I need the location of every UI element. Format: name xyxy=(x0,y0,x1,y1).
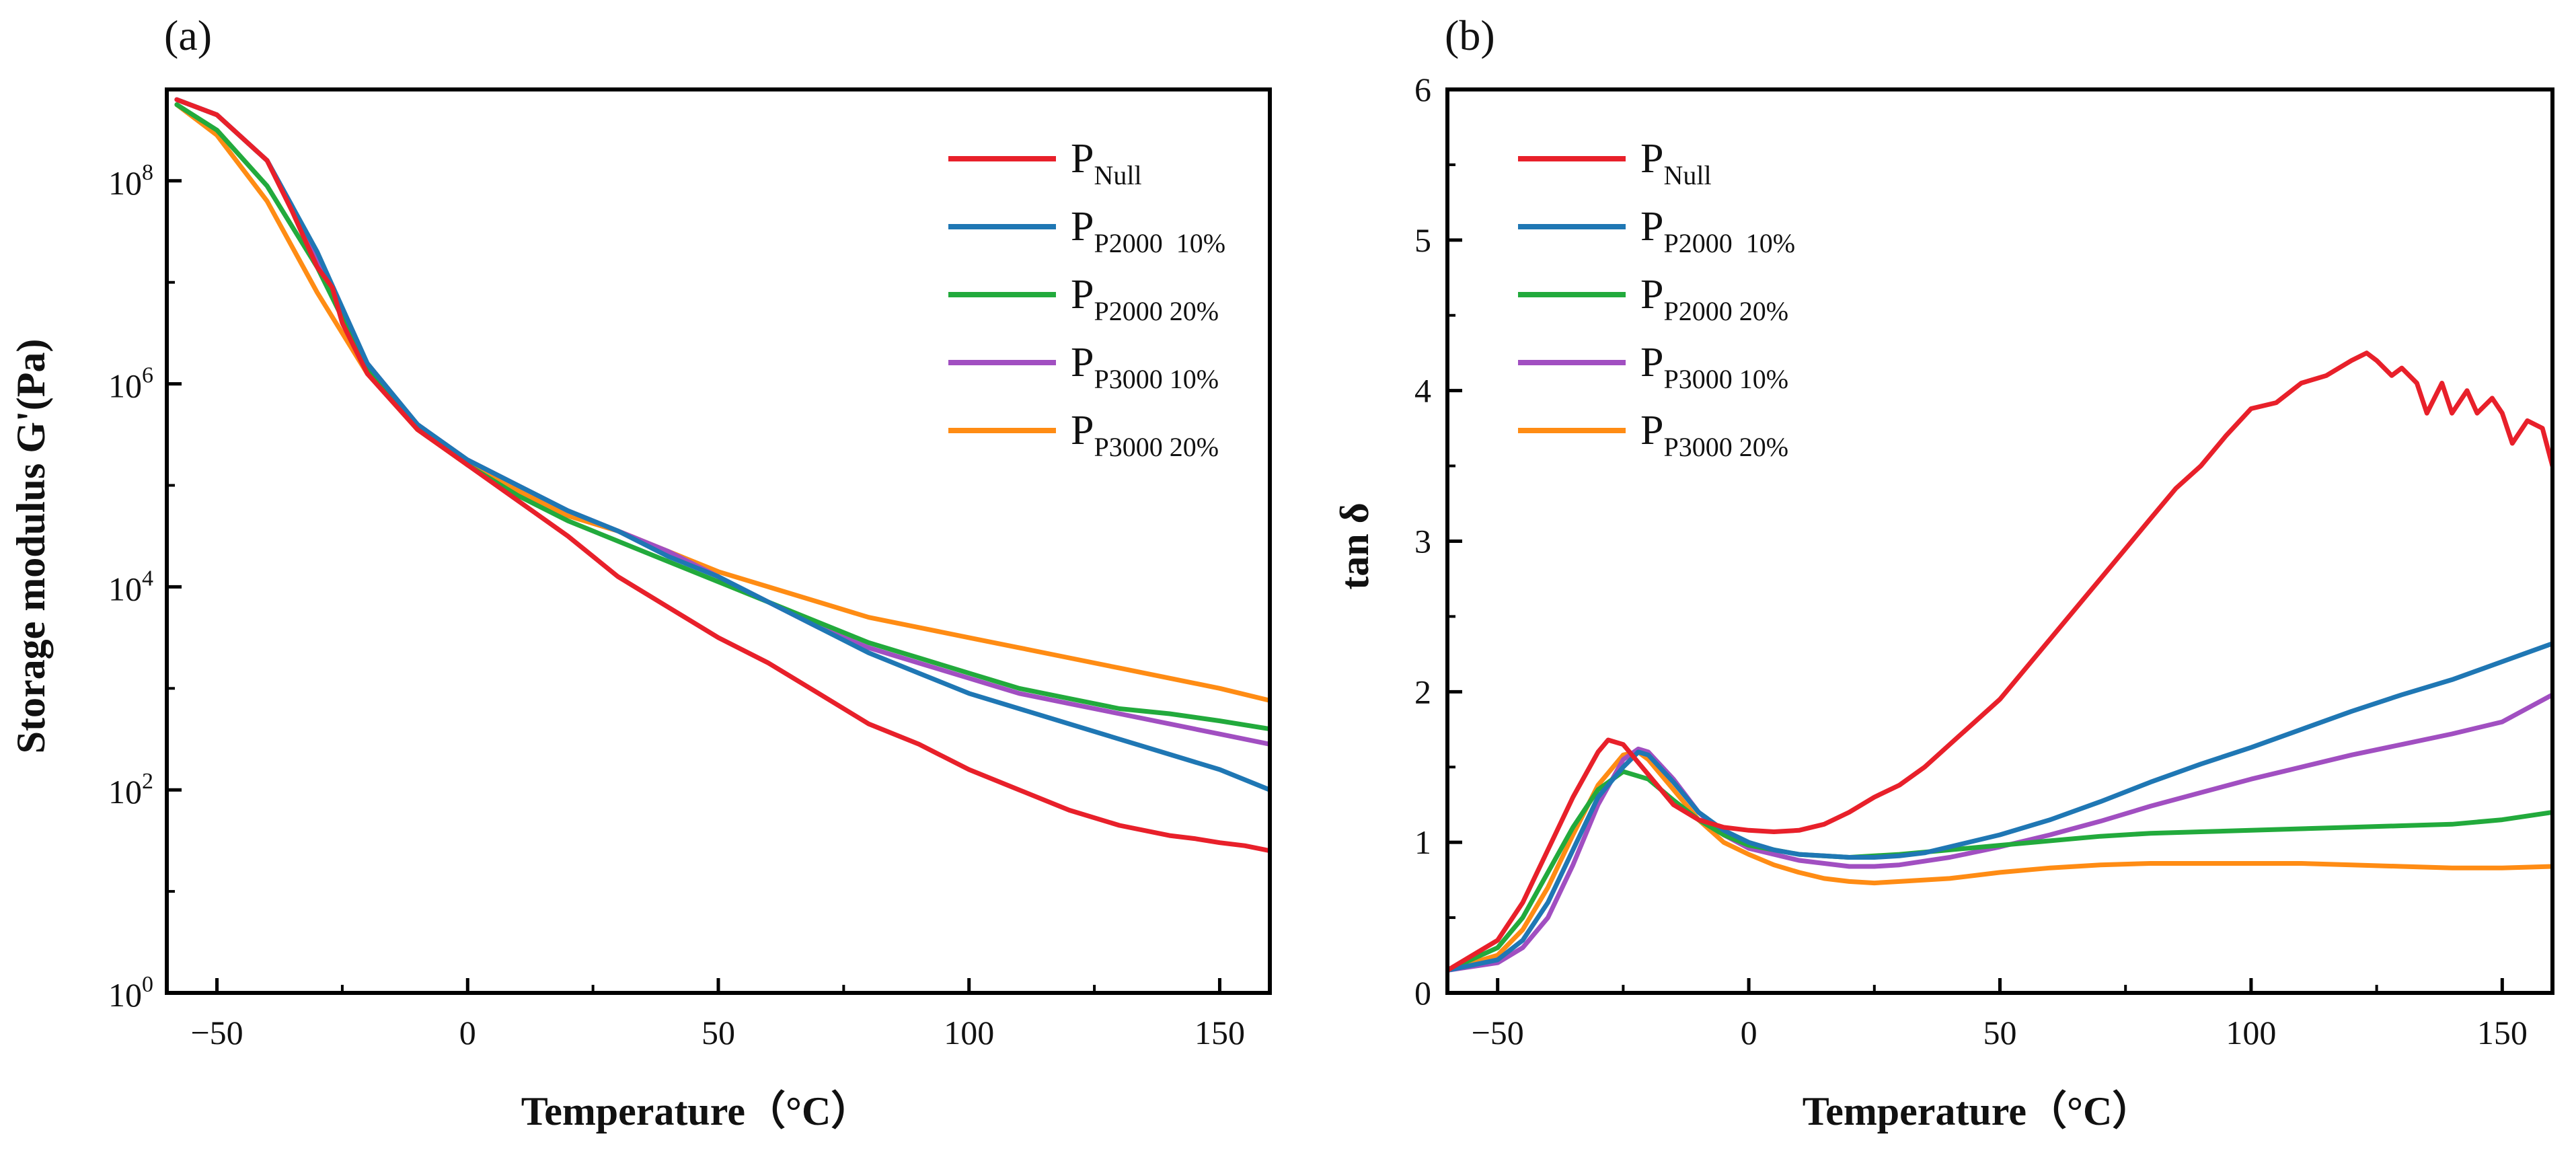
legend-label-main: P xyxy=(1071,408,1094,453)
panel-a-series-line-p-p2000-10 xyxy=(174,97,1270,792)
legend-label-subscript: P2000 20% xyxy=(1663,296,1788,326)
panel-a-y-tick-label-base: 10 xyxy=(108,976,142,1014)
panel-a-y-tick-label-base: 10 xyxy=(108,164,142,202)
panel-a-y-tick-label: 108 xyxy=(108,160,153,202)
panel-b-axis-ticks: −50 0 50 100 150 0 1 2 3 4 5 6 xyxy=(1414,71,2528,1051)
panel-a-series-line-p-p3000-10 xyxy=(174,97,1270,747)
panel-b-y-tick-label: 2 xyxy=(1414,673,1431,710)
panel-b-y-tick-label: 0 xyxy=(1414,974,1431,1012)
legend-label-main: P xyxy=(1071,272,1094,318)
panel-b-x-tick-label: 100 xyxy=(2226,1014,2276,1051)
legend-label-subscript: Null xyxy=(1094,160,1141,190)
panel-b-label: (b) xyxy=(1445,11,1495,59)
panel-b-x-tick-label: 50 xyxy=(1983,1014,2017,1051)
legend-label-subscript: P3000 20% xyxy=(1094,432,1219,462)
panel-b-y-tick-label: 3 xyxy=(1414,523,1431,560)
panel-a-series-line-p-null xyxy=(174,97,1270,854)
panel-b-x-tick-label: 0 xyxy=(1741,1014,1757,1051)
panel-a-legend-label-p-null: PNull xyxy=(1071,136,1142,190)
panel-a-series-line-p-p3000-20 xyxy=(174,102,1270,703)
panel-b-legend-label-p-p2000-20: PP2000 20% xyxy=(1640,272,1788,326)
panel-b-series-line-p-p3000-20 xyxy=(1447,749,2552,973)
legend-label-subscript: P2000 10% xyxy=(1094,228,1225,258)
panel-a-x-tick-label: 100 xyxy=(944,1014,994,1051)
panel-b-y-tick-label: 5 xyxy=(1414,221,1431,259)
panel-b-legend-label-p-p2000-10: PP2000 10% xyxy=(1640,204,1795,258)
legend-label-main: P xyxy=(1071,340,1094,385)
legend-label-subscript: P3000 10% xyxy=(1094,364,1219,394)
panel-a-y-tick-label-exponent: 6 xyxy=(142,363,153,388)
legend-label-subscript: P3000 20% xyxy=(1663,432,1788,462)
legend-label-subscript: Null xyxy=(1663,160,1711,190)
panel-a-y-tick-label-exponent: 4 xyxy=(142,566,153,591)
panel-a-y-tick-label: 106 xyxy=(108,363,153,405)
legend-label-main: P xyxy=(1640,204,1663,250)
panel-b-plot-frame xyxy=(1445,87,2554,995)
panel-a-y-tick-label-exponent: 0 xyxy=(142,972,153,997)
legend-label-subscript: P3000 10% xyxy=(1663,364,1788,394)
panel-b-y-tick-label: 4 xyxy=(1414,372,1431,410)
panel-a-x-tick-label: 150 xyxy=(1195,1014,1245,1051)
panel-a-y-tick-label: 104 xyxy=(108,566,153,607)
legend-label-main: P xyxy=(1640,408,1663,453)
panel-a-series-lines xyxy=(174,97,1270,854)
panel-b-y-tick-label: 6 xyxy=(1414,71,1431,108)
panel-a-y-tick-label-exponent: 2 xyxy=(142,769,153,794)
panel-a-y-tick-label-exponent: 8 xyxy=(142,160,153,185)
panel-b-legend-label-p-p3000-20: PP3000 20% xyxy=(1640,408,1788,462)
panel-a-y-tick-label-base: 10 xyxy=(108,367,142,405)
panel-a-x-tick-label: 0 xyxy=(459,1014,476,1051)
panel-a-legend-label-p-p3000-10: PP3000 10% xyxy=(1071,340,1219,394)
panel-b-tan-delta-chart: (b) Temperature（°C） tan δ −50 0 50 100 150 0 1… xyxy=(1332,11,2554,1133)
legend-label-main: P xyxy=(1071,136,1094,182)
panel-a-label: (a) xyxy=(164,11,212,59)
panel-b-x-tick-label: −50 xyxy=(1472,1014,1524,1051)
panel-a-y-tick-label-base: 10 xyxy=(108,570,142,607)
panel-b-y-axis-title: tan δ xyxy=(1332,503,1377,590)
panel-b-x-axis-title: Temperature（°C） xyxy=(1803,1088,2153,1133)
panel-a-storage-modulus-chart: (a) Temperature（°C） Storage modulus G'(P… xyxy=(9,11,1272,1133)
panel-b-series-line-p-p3000-10 xyxy=(1447,692,2552,973)
panel-a-legend-label-p-p2000-20: PP2000 20% xyxy=(1071,272,1219,326)
legend-label-subscript: P2000 20% xyxy=(1094,296,1219,326)
panel-a-y-tick-label: 102 xyxy=(108,769,153,811)
legend-label-main: P xyxy=(1071,204,1094,250)
panel-a-plot-frame xyxy=(165,87,1272,995)
panel-b-y-tick-label: 1 xyxy=(1414,823,1431,861)
panel-a-y-tick-label: 100 xyxy=(108,972,153,1014)
legend-label-subscript: P2000 10% xyxy=(1663,228,1795,258)
panel-b-x-tick-label: 150 xyxy=(2477,1014,2528,1051)
panel-b-series-line-p-null xyxy=(1447,350,2552,973)
panel-a-series-line-p-p2000-20 xyxy=(174,102,1270,732)
panel-b-legend-label-p-null: PNull xyxy=(1640,136,1712,190)
legend-label-main: P xyxy=(1640,272,1663,318)
panel-a-y-axis-title: Storage modulus G'(Pa) xyxy=(9,339,53,754)
panel-a-x-tick-label: 50 xyxy=(702,1014,735,1051)
panel-a-x-axis-title: Temperature（°C） xyxy=(521,1088,872,1133)
panel-a-legend-label-p-p3000-20: PP3000 20% xyxy=(1071,408,1219,462)
panel-a-x-tick-label: −50 xyxy=(190,1014,243,1051)
panel-b-series-lines xyxy=(1447,350,2552,973)
panel-b-legend-label-p-p3000-10: PP3000 10% xyxy=(1640,340,1788,394)
panel-a-legend-label-p-p2000-10: PP2000 10% xyxy=(1071,204,1225,258)
legend-label-main: P xyxy=(1640,340,1663,385)
panel-a-y-tick-label-base: 10 xyxy=(108,773,142,811)
legend-label-main: P xyxy=(1640,136,1663,182)
panel-b-series-line-p-p2000-10 xyxy=(1447,641,2552,973)
